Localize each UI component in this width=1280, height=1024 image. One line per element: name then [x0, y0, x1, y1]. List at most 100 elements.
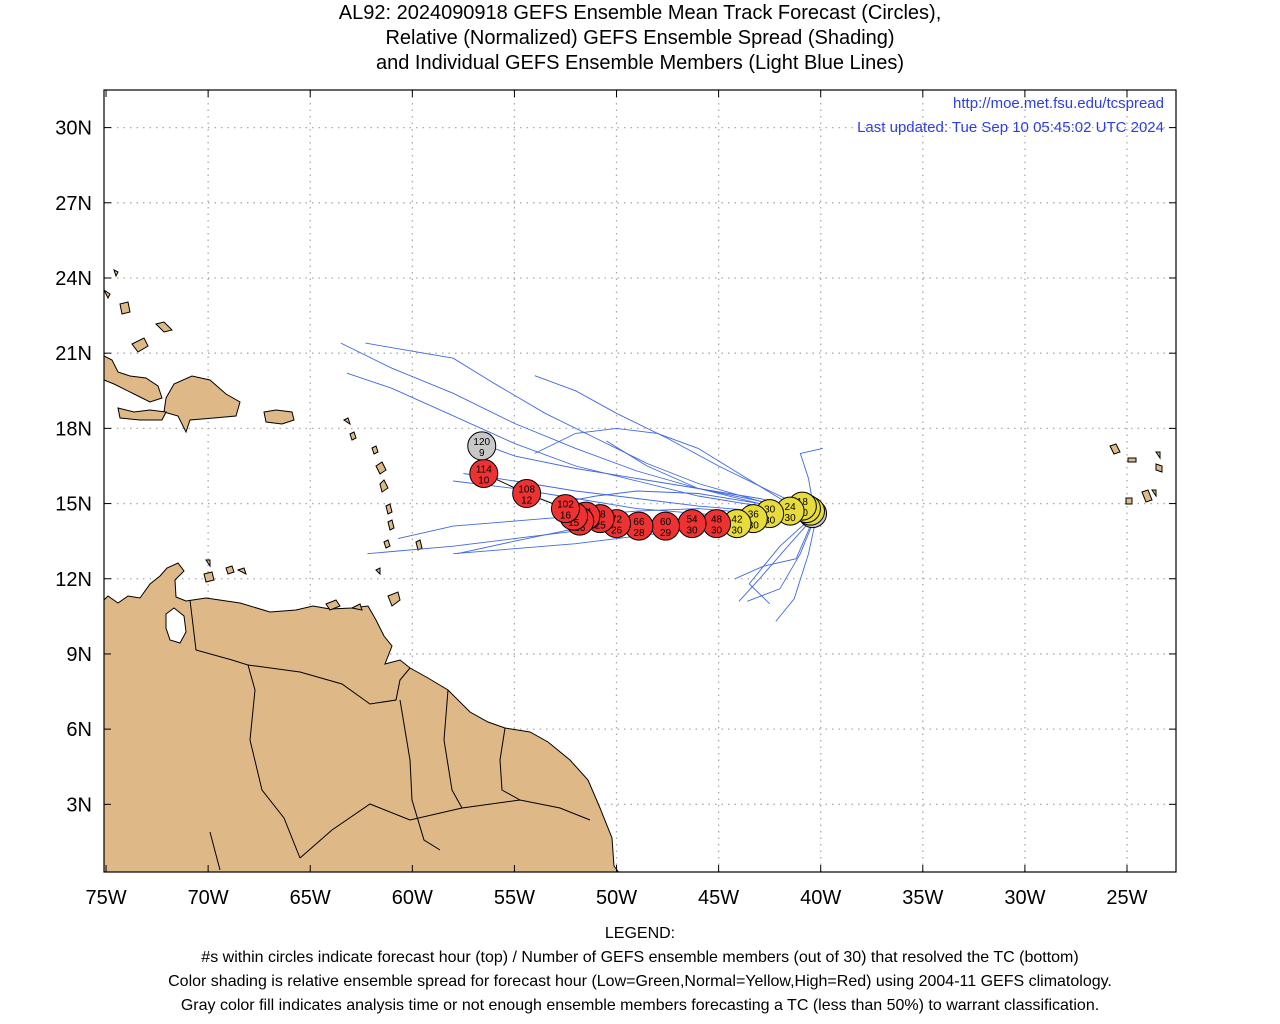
member-track-line	[340, 342, 819, 515]
mean-track: 0630123018302430303036304230483054306029…	[467, 431, 828, 541]
forecast-hour-label: 18	[797, 497, 809, 508]
member-count-label: 26	[611, 526, 623, 537]
forecast-hour-label: 102	[557, 500, 574, 511]
puerto-rico	[263, 409, 295, 425]
track-circle	[467, 431, 497, 461]
lesser-antilles	[343, 417, 423, 576]
trinidad	[387, 591, 401, 607]
member-count-label: 15	[568, 518, 580, 529]
forecast-hour-label: 42	[731, 515, 743, 526]
legend-line-2: Color shading is relative ensemble sprea…	[168, 973, 1112, 990]
plot-frame	[103, 89, 1177, 873]
x-tick-label: 45W	[698, 887, 739, 909]
member-count-label: 10	[478, 475, 490, 486]
grid-lines	[104, 90, 1176, 872]
forecast-hour-label: 24	[785, 502, 797, 513]
forecast-hour-label: 36	[748, 510, 760, 521]
x-tick-label: 50W	[596, 887, 637, 909]
x-tick-label: 25W	[1106, 887, 1147, 909]
forecast-hour-label: 48	[711, 515, 723, 526]
member-count-label: 16	[560, 511, 572, 522]
member-count-label: 30	[764, 516, 776, 527]
y-tick-label: 18N	[55, 418, 92, 440]
x-tick-label: 30W	[1004, 887, 1045, 909]
y-tick-label: 15N	[55, 494, 92, 516]
member-track-line	[738, 518, 813, 602]
x-tick-label: 75W	[85, 887, 126, 909]
forecast-hour-label: 108	[518, 485, 535, 496]
x-tick-label: 60W	[392, 887, 433, 909]
member-count-label: 30	[785, 513, 797, 524]
last-updated: Last updated: Tue Sep 10 05:45:02 UTC 20…	[857, 119, 1164, 136]
x-tick-label: 55W	[494, 887, 535, 909]
lake-maracaibo	[165, 607, 187, 644]
member-track-line	[534, 427, 815, 515]
y-tick-label: 27N	[55, 193, 92, 215]
member-count-label: 28	[633, 528, 645, 539]
legend-heading: LEGEND:	[604, 925, 676, 942]
ensemble-member-tracks	[340, 342, 823, 622]
member-count-label: 30	[731, 526, 743, 537]
country-borders	[189, 599, 591, 871]
abc-islands	[203, 559, 363, 611]
member-track-line	[346, 372, 815, 517]
member-track-line	[734, 515, 816, 580]
cape-verde-islands	[1109, 443, 1163, 505]
x-tick-label: 65W	[290, 887, 331, 909]
x-tick-label: 40W	[800, 887, 841, 909]
chart-title-line-3: and Individual GEFS Ensemble Members (Li…	[375, 52, 905, 74]
member-count-label: 30	[687, 526, 699, 537]
member-count-label: 9	[479, 448, 485, 459]
land-layer	[104, 269, 1163, 872]
forecast-hour-label: 60	[660, 517, 672, 528]
y-tick-label: 6N	[66, 719, 92, 741]
chart-title-line-2: Relative (Normalized) GEFS Ensemble Spre…	[385, 27, 895, 49]
y-tick-label: 12N	[55, 569, 92, 591]
member-count-label: 25	[595, 521, 607, 532]
member-count-label: 12	[521, 496, 533, 507]
forecast-hour-label: 54	[687, 515, 699, 526]
haiti-peninsula	[117, 407, 167, 421]
member-count-label: 29	[660, 528, 672, 539]
y-tick-label: 30N	[55, 118, 92, 140]
y-tick-label: 3N	[66, 794, 92, 816]
forecast-hour-label: 66	[633, 517, 645, 528]
track-circle	[512, 479, 542, 509]
forecast-hour-label: 72	[611, 515, 623, 526]
member-count-label: 30	[711, 526, 723, 537]
chart-title-line-1: AL92: 2024090918 GEFS Ensemble Mean Trac…	[338, 2, 942, 24]
longitude-axis: 75W 70W 65W 60W 55W 50W 45W 40W 35W 30W 25W	[85, 90, 1148, 909]
member-count-label: 30	[748, 521, 760, 532]
x-tick-label: 70W	[188, 887, 229, 909]
forecast-hour-label: 78	[595, 510, 607, 521]
member-track-line	[775, 516, 818, 622]
member-track-line	[748, 518, 811, 605]
member-track-line	[473, 440, 817, 512]
forecast-hour-label: 120	[473, 437, 490, 448]
hispaniola	[163, 375, 241, 434]
member-track-line	[534, 375, 817, 515]
y-tick-label: 24N	[55, 268, 92, 290]
legend-line-3: Gray color fill indicates analysis time …	[180, 997, 1100, 1014]
legend-line-1: #s within circles indicate forecast hour…	[201, 949, 1079, 966]
forecast-hour-label: 114	[476, 464, 492, 475]
cuba-east	[104, 355, 163, 403]
y-tick-label: 21N	[55, 343, 92, 365]
source-url[interactable]: http://moe.met.fsu.edu/tcspread	[953, 95, 1164, 112]
track-circle	[550, 494, 580, 524]
latitude-axis: 3N 6N 9N 12N 15N 18N 21N 24N 27N 30N	[55, 118, 1176, 816]
y-tick-label: 9N	[66, 644, 92, 666]
forecast-hour-label: 30	[764, 505, 776, 516]
south-america-landmass	[104, 562, 620, 872]
x-tick-label: 35W	[902, 887, 943, 909]
member-track-line	[747, 518, 816, 602]
